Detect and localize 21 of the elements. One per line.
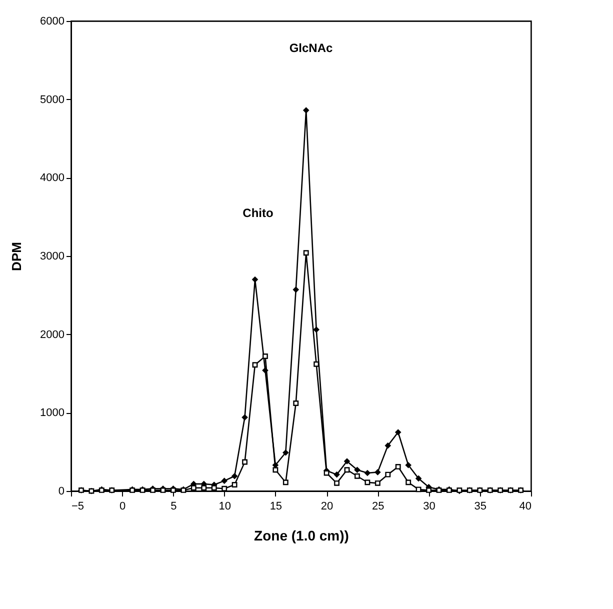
x-tick-label: 35 [474,500,487,512]
x-tick-label: 10 [218,500,231,512]
x-axis-title: Zone (1.0 cm)) [254,528,349,544]
y-tick-label: 0 [58,486,64,498]
x-tick-label: 0 [120,500,126,512]
x-tick-label: 30 [423,500,436,512]
y-tick-label: 1000 [40,407,64,420]
annotation: Chito [242,206,274,220]
y-tick-label: 5000 [40,94,64,106]
x-tick-label: 20 [320,500,334,512]
x-tick-label: 5 [170,500,177,512]
x-tick-label: −5 [72,500,84,512]
x-tick-label: 15 [270,500,282,512]
annotation: GlcNAc [289,41,333,55]
y-axis-title: DPM [9,242,24,271]
y-tick-label: 4000 [40,172,64,184]
x-tick-label: 40 [519,500,532,512]
y-tick-label: 2000 [40,328,64,341]
y-tick-label: 3000 [40,250,64,262]
x-tick-label: 25 [372,500,384,512]
y-tick-label: 6000 [40,16,64,28]
